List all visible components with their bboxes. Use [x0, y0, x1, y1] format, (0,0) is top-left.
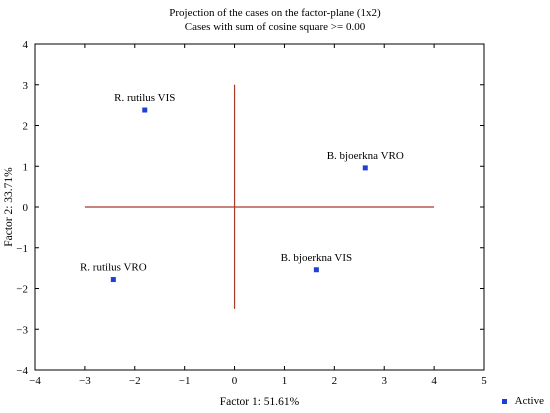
legend-label: Active	[514, 395, 544, 407]
x-tick-label: 5	[481, 375, 487, 387]
y-tick-label: −1	[16, 243, 28, 255]
x-tick-label: −2	[129, 375, 141, 387]
x-tick-label: 1	[282, 375, 288, 387]
point-label: R. rutilus VIS	[114, 92, 175, 104]
chart-subtitle: Cases with sum of cosine square >= 0.00	[184, 21, 366, 33]
x-tick-label: −3	[79, 375, 91, 387]
y-axis-title: Factor 2: 33.71%	[3, 167, 15, 247]
y-tick-label: −2	[16, 284, 28, 296]
point-label: R. rutilus VRO	[80, 262, 147, 274]
y-tick-label: −3	[16, 324, 28, 336]
legend: Active	[501, 395, 544, 407]
point-label: B. bjoerkna VRO	[327, 150, 404, 162]
data-point	[313, 267, 319, 273]
x-tick-label: −4	[29, 375, 41, 387]
title-block: Projection of the cases on the factor-pl…	[0, 0, 550, 34]
y-tick-label: −4	[16, 365, 28, 377]
x-tick-label: 4	[431, 375, 437, 387]
x-tick-label: 2	[332, 375, 338, 387]
point-label: B. bjoerkna VIS	[281, 252, 353, 264]
data-point	[362, 165, 368, 171]
y-tick-label: 4	[23, 39, 29, 51]
x-tick-label: 3	[381, 375, 387, 387]
y-tick-label: 1	[23, 161, 29, 173]
y-tick-label: 0	[23, 202, 29, 214]
data-point	[142, 107, 148, 113]
x-tick-label: 0	[232, 375, 238, 387]
x-tick-label: −1	[179, 375, 191, 387]
x-axis-title: Factor 1: 51.61%	[220, 396, 300, 408]
y-tick-label: 2	[23, 121, 29, 133]
legend-marker	[501, 398, 507, 404]
y-tick-label: 3	[23, 80, 29, 92]
chart-title: Projection of the cases on the factor-pl…	[169, 7, 381, 19]
data-point	[110, 277, 116, 283]
